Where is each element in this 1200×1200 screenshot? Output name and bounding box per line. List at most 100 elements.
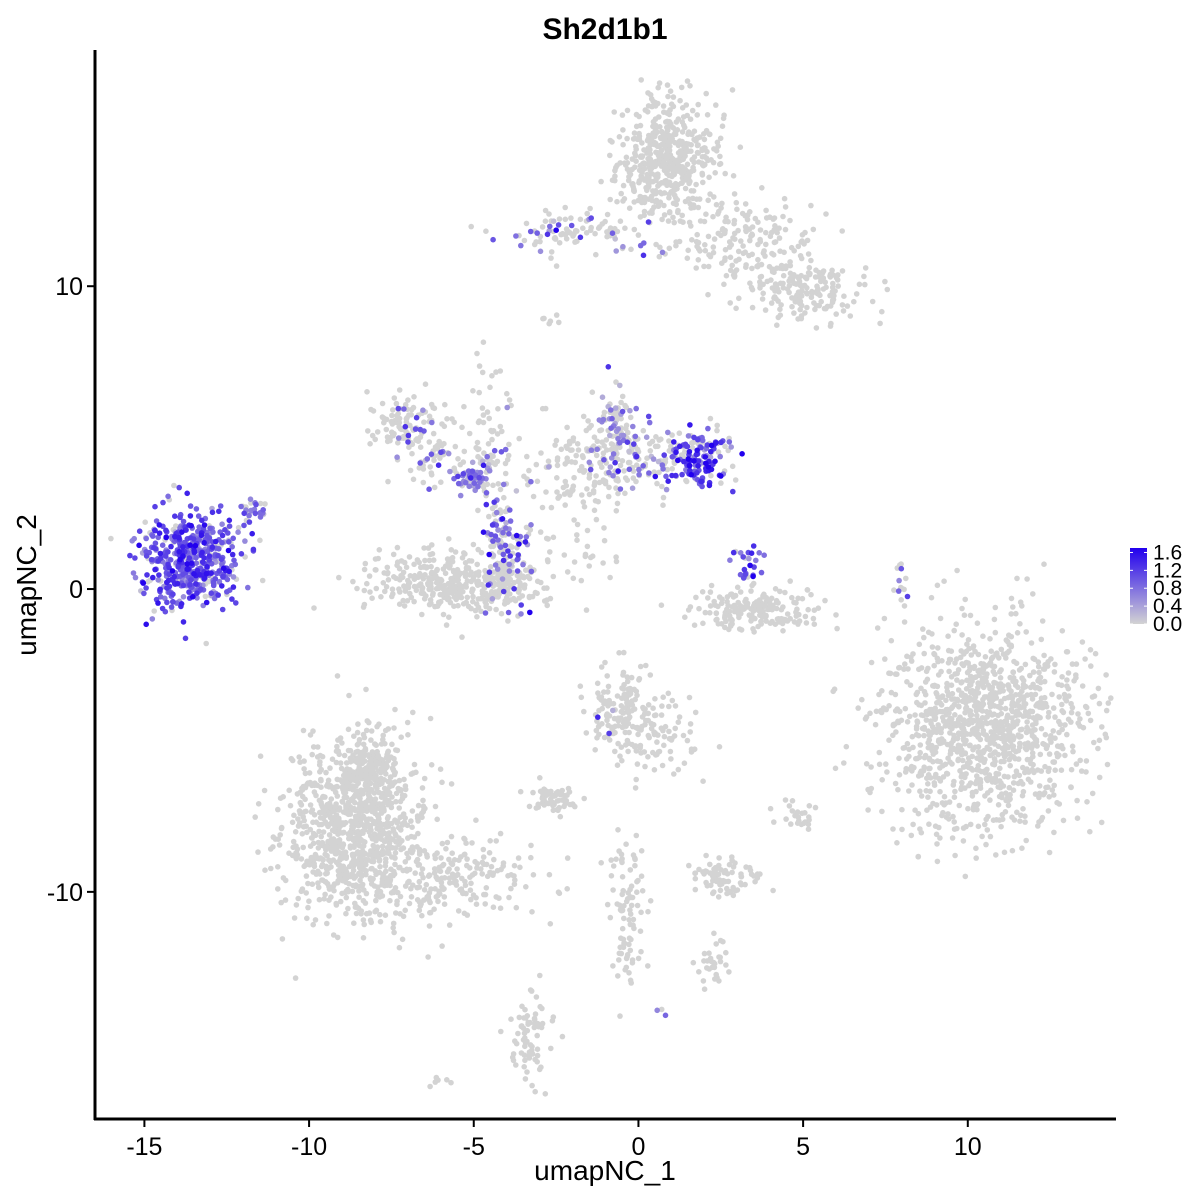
cell-point xyxy=(902,661,908,667)
cell-point xyxy=(710,213,716,220)
cell-point xyxy=(624,737,631,744)
cell-point xyxy=(356,894,362,900)
cell-point xyxy=(428,563,434,570)
cell-point xyxy=(951,721,958,727)
cell-point xyxy=(696,969,702,975)
cell-point xyxy=(749,231,755,237)
cell-point xyxy=(1015,697,1022,704)
cell-point xyxy=(339,890,345,897)
cell-point xyxy=(410,476,417,483)
cell-point xyxy=(1010,787,1017,793)
cell-point xyxy=(962,596,968,603)
cell-point xyxy=(728,621,734,628)
cell-point xyxy=(429,542,435,548)
cell-point xyxy=(524,453,530,460)
cell-point xyxy=(738,871,744,877)
cell-point xyxy=(381,838,388,845)
cell-point xyxy=(1036,686,1043,692)
cell-point xyxy=(682,185,689,192)
cell-point xyxy=(969,687,976,694)
cell-point xyxy=(748,612,755,619)
cell-point xyxy=(384,434,391,440)
cell-point xyxy=(668,101,675,107)
cell-point xyxy=(267,846,274,852)
cell-point xyxy=(635,955,642,962)
cell-point xyxy=(778,606,785,613)
cell-point xyxy=(584,486,590,492)
cell-point xyxy=(440,611,447,618)
cell-point xyxy=(1079,683,1086,689)
cell-point xyxy=(588,224,594,231)
cell-point xyxy=(671,187,678,193)
cell-point xyxy=(912,807,918,813)
cell-point xyxy=(377,918,384,925)
cell-point xyxy=(992,749,998,755)
cell-point xyxy=(507,576,513,583)
cell-point xyxy=(772,621,779,627)
cell-point xyxy=(783,816,789,822)
cell-point xyxy=(1050,728,1056,734)
cell-point xyxy=(984,777,991,784)
cell-point xyxy=(552,234,558,241)
cell-point xyxy=(1045,768,1052,775)
cell-point xyxy=(705,595,711,601)
cell-point xyxy=(915,810,922,817)
cell-point xyxy=(1032,691,1039,698)
cell-point xyxy=(1037,751,1044,758)
cell-point xyxy=(631,744,638,750)
cell-point xyxy=(959,698,966,705)
cell-point xyxy=(294,846,301,852)
cell-point xyxy=(1083,704,1090,711)
cell-point xyxy=(640,427,647,434)
cell-point xyxy=(293,854,299,861)
cell-point xyxy=(658,602,665,608)
cell-point xyxy=(404,598,411,604)
cell-point xyxy=(699,589,706,595)
cell-point xyxy=(704,958,711,964)
cell-point xyxy=(884,286,891,293)
cell-point xyxy=(799,232,806,238)
cell-point xyxy=(934,858,941,865)
cell-point xyxy=(1001,849,1008,856)
cell-point xyxy=(276,842,283,848)
cell-point xyxy=(541,802,547,808)
cell-point xyxy=(651,204,657,210)
cell-point xyxy=(936,726,942,732)
cell-point xyxy=(684,112,690,119)
cell-point xyxy=(539,224,546,230)
cell-point xyxy=(968,652,975,658)
cell-point xyxy=(669,136,675,142)
cell-point xyxy=(989,733,996,740)
cell-point xyxy=(408,833,415,840)
cell-point xyxy=(626,941,632,948)
cell-point xyxy=(652,199,659,205)
cell-point xyxy=(454,577,461,584)
cell-point xyxy=(615,740,621,747)
cell-point xyxy=(536,1066,543,1073)
cell-point xyxy=(419,785,426,791)
cell-point xyxy=(652,443,659,450)
cell-point xyxy=(329,756,336,762)
cell-point xyxy=(856,281,863,288)
cell-point xyxy=(773,605,780,612)
cell-point xyxy=(619,458,626,464)
cell-point xyxy=(595,498,601,505)
cell-point xyxy=(688,142,694,148)
cell-point xyxy=(1032,685,1039,691)
cell-point xyxy=(581,708,587,715)
cell-point xyxy=(722,615,728,622)
cell-point xyxy=(1008,724,1014,730)
cell-point xyxy=(758,273,765,280)
cell-point xyxy=(595,690,601,696)
cell-point xyxy=(327,765,333,771)
cell-point xyxy=(396,387,403,393)
cell-point xyxy=(642,107,649,113)
cell-point xyxy=(394,544,401,551)
cell-point xyxy=(705,197,711,204)
cell-point xyxy=(627,911,634,917)
cell-point xyxy=(303,873,310,879)
cell-point xyxy=(778,302,784,308)
cell-point xyxy=(977,783,984,789)
cell-point xyxy=(1054,799,1060,806)
cell-point xyxy=(867,710,873,717)
